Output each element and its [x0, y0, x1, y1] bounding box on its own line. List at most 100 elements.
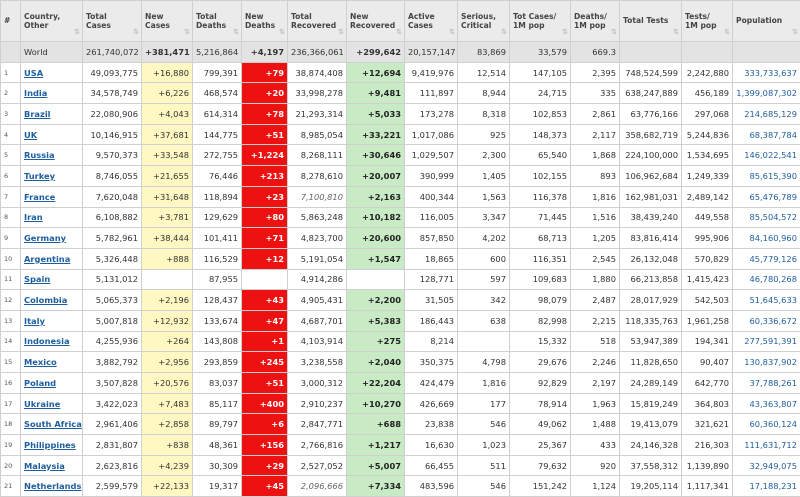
total-deaths-cell: 143,808 — [193, 331, 242, 352]
country-link[interactable]: South Africa — [24, 419, 82, 429]
sort-arrows-icon[interactable]: ⇅ — [673, 28, 679, 37]
country-link[interactable]: France — [24, 192, 55, 202]
country-link[interactable]: Italy — [24, 316, 45, 326]
population-cell[interactable]: 32,949,075 — [733, 455, 800, 476]
population-cell[interactable]: 1,399,087,302 — [733, 83, 800, 104]
country-cell[interactable]: Germany — [21, 228, 83, 249]
country-link[interactable]: Brazil — [24, 109, 51, 119]
country-link[interactable]: Spain — [24, 274, 50, 284]
country-link[interactable]: Mexico — [24, 357, 57, 367]
country-cell[interactable]: India — [21, 83, 83, 104]
country-link[interactable]: Russia — [24, 150, 55, 160]
column-header-total-cases[interactable]: Total Cases⇅ — [83, 1, 142, 42]
new-recovered-cell: +12,694 — [347, 62, 405, 83]
column-header-total-tests[interactable]: Total Tests⇅ — [620, 1, 682, 42]
country-link[interactable]: Argentina — [24, 254, 70, 264]
country-cell[interactable]: South Africa — [21, 414, 83, 435]
column-header-serious-critical[interactable]: Serious, Critical⇅ — [458, 1, 510, 42]
sort-arrows-icon[interactable]: ⇅ — [279, 28, 285, 37]
country-cell[interactable]: Russia — [21, 145, 83, 166]
population-cell[interactable]: 45,779,126 — [733, 248, 800, 269]
sort-arrows-icon[interactable]: ⇅ — [501, 28, 507, 37]
country-link[interactable]: Poland — [24, 378, 56, 388]
sort-arrows-icon[interactable]: ⇅ — [562, 28, 568, 37]
column-header-tests-per-million[interactable]: Tests/ 1M pop⇅ — [682, 1, 733, 42]
country-cell[interactable]: Brazil — [21, 104, 83, 125]
total-cases-cell: 4,255,936 — [83, 331, 142, 352]
sort-arrows-icon[interactable]: ⇅ — [233, 28, 239, 37]
population-cell[interactable]: 17,188,231 — [733, 476, 800, 497]
population-cell[interactable]: 51,645,633 — [733, 290, 800, 311]
column-header-new-deaths[interactable]: New Deaths⇅ — [242, 1, 288, 42]
active-cases-cell: 66,455 — [405, 455, 458, 476]
column-header-new-recovered[interactable]: New Recovered⇅ — [347, 1, 405, 42]
population-cell[interactable]: 68,387,784 — [733, 124, 800, 145]
country-link[interactable]: Colombia — [24, 295, 67, 305]
country-link[interactable]: USA — [24, 68, 43, 78]
column-header-active-cases[interactable]: Active Cases⇅ — [405, 1, 458, 42]
new-cases-cell: +22,133 — [142, 476, 193, 497]
sort-arrows-icon[interactable]: ⇅ — [74, 28, 80, 37]
country-cell[interactable]: Netherlands — [21, 476, 83, 497]
country-cell[interactable]: UK — [21, 124, 83, 145]
column-header-deaths-per-million[interactable]: Deaths/ 1M pop⇅ — [571, 1, 620, 42]
country-cell[interactable]: Colombia — [21, 290, 83, 311]
country-cell[interactable]: Turkey — [21, 166, 83, 187]
population-cell[interactable]: 43,363,807 — [733, 393, 800, 414]
country-cell[interactable]: Italy — [21, 310, 83, 331]
sort-arrows-icon[interactable]: ⇅ — [449, 28, 455, 37]
population-cell[interactable]: 277,591,391 — [733, 331, 800, 352]
population-cell[interactable]: 37,788,261 — [733, 373, 800, 394]
column-header-cases-per-million[interactable]: Tot Cases/ 1M pop⇅ — [510, 1, 571, 42]
country-cell[interactable]: Poland — [21, 373, 83, 394]
sort-arrows-icon[interactable]: ⇅ — [338, 28, 344, 37]
population-cell[interactable]: 60,360,124 — [733, 414, 800, 435]
cases-per-million-cell: 148,373 — [510, 124, 571, 145]
sort-arrows-icon[interactable]: ⇅ — [133, 28, 139, 37]
country-cell[interactable]: USA — [21, 62, 83, 83]
population-cell[interactable]: 130,837,902 — [733, 352, 800, 373]
sort-arrows-icon[interactable]: ⇅ — [396, 28, 402, 37]
country-link[interactable]: Malaysia — [24, 461, 65, 471]
sort-arrows-icon[interactable]: ⇅ — [792, 28, 798, 37]
population-cell[interactable]: 84,160,960 — [733, 228, 800, 249]
population-cell[interactable]: 60,336,672 — [733, 310, 800, 331]
country-link[interactable]: Iran — [24, 212, 43, 222]
column-header-new-cases[interactable]: New Cases⇅ — [142, 1, 193, 42]
population-cell[interactable]: 65,476,789 — [733, 186, 800, 207]
population-cell[interactable]: 85,615,390 — [733, 166, 800, 187]
column-header-total-recovered[interactable]: Total Recovered⇅ — [288, 1, 347, 42]
serious-critical-cell: 2,300 — [458, 145, 510, 166]
sort-arrows-icon[interactable]: ⇅ — [184, 28, 190, 37]
country-link[interactable]: Turkey — [24, 171, 55, 181]
column-header-country[interactable]: Country, Other⇅ — [21, 1, 83, 42]
population-cell[interactable]: 111,631,712 — [733, 435, 800, 456]
country-cell[interactable]: Philippines — [21, 435, 83, 456]
country-cell[interactable]: Iran — [21, 207, 83, 228]
sort-arrows-icon[interactable]: ⇅ — [724, 28, 730, 37]
population-cell[interactable]: 46,780,268 — [733, 269, 800, 290]
country-link[interactable]: Germany — [24, 233, 66, 243]
new-cases-cell: +37,681 — [142, 124, 193, 145]
country-cell[interactable]: France — [21, 186, 83, 207]
country-cell[interactable]: Argentina — [21, 248, 83, 269]
country-link[interactable]: Indonesia — [24, 336, 70, 346]
country-cell[interactable]: Ukraine — [21, 393, 83, 414]
active-cases-cell: 400,344 — [405, 186, 458, 207]
column-header-total-deaths[interactable]: Total Deaths⇅ — [193, 1, 242, 42]
country-cell[interactable]: Malaysia — [21, 455, 83, 476]
country-cell[interactable]: Spain — [21, 269, 83, 290]
population-cell[interactable]: 85,504,572 — [733, 207, 800, 228]
country-link[interactable]: Philippines — [24, 440, 76, 450]
sort-arrows-icon[interactable]: ⇅ — [611, 28, 617, 37]
population-cell[interactable]: 214,685,129 — [733, 104, 800, 125]
country-link[interactable]: Netherlands — [24, 481, 81, 491]
population-cell[interactable]: 146,022,541 — [733, 145, 800, 166]
country-cell[interactable]: Indonesia — [21, 331, 83, 352]
country-link[interactable]: UK — [24, 130, 37, 140]
country-link[interactable]: India — [24, 88, 47, 98]
column-header-population[interactable]: Population⇅ — [733, 1, 800, 42]
country-cell[interactable]: Mexico — [21, 352, 83, 373]
population-cell[interactable]: 333,733,637 — [733, 62, 800, 83]
country-link[interactable]: Ukraine — [24, 399, 60, 409]
